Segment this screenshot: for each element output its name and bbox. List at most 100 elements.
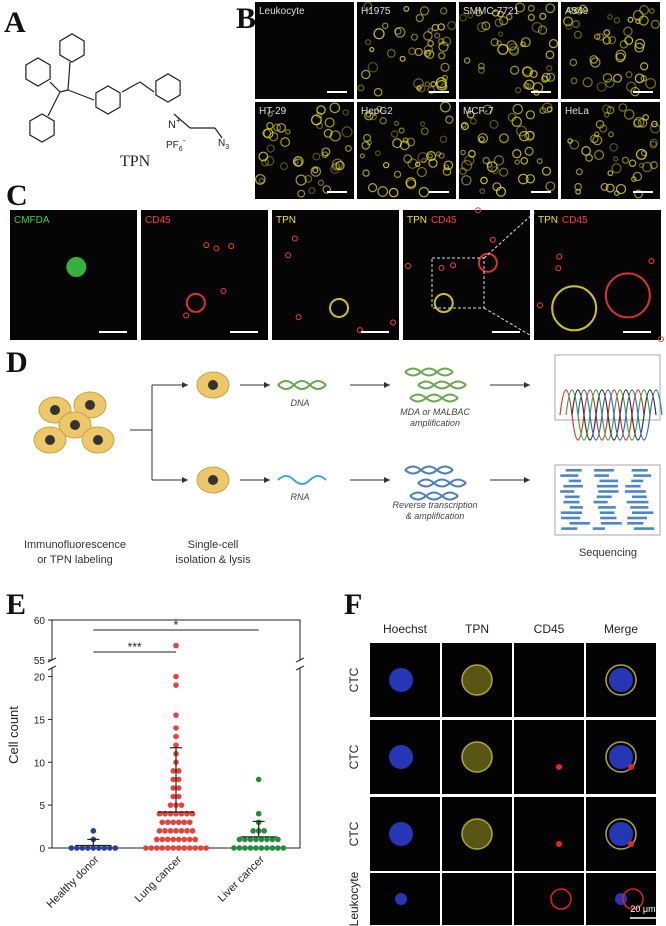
read — [563, 500, 580, 504]
cell — [555, 265, 562, 272]
cell — [329, 102, 341, 114]
cell — [525, 174, 536, 184]
cell — [285, 252, 292, 259]
micrograph — [255, 2, 354, 99]
cell — [572, 20, 580, 28]
cell — [437, 38, 445, 45]
data-point — [153, 836, 160, 843]
cell — [295, 314, 302, 321]
data-point — [264, 845, 270, 851]
read — [596, 484, 618, 488]
cell — [596, 81, 607, 92]
cell — [479, 188, 486, 195]
ring — [25, 57, 51, 87]
strand — [409, 393, 459, 403]
cell — [393, 170, 402, 179]
cell — [524, 79, 535, 90]
cell — [520, 37, 531, 48]
cell — [435, 151, 442, 157]
data-point — [184, 828, 190, 834]
cell — [623, 26, 633, 37]
cell — [603, 112, 610, 118]
cell — [405, 262, 412, 269]
strand — [277, 380, 327, 390]
cell — [608, 36, 617, 45]
caption: Immunofluorescence — [24, 539, 126, 551]
cell — [417, 84, 426, 93]
cell — [323, 128, 333, 138]
tpn-signal — [605, 818, 637, 850]
cell — [569, 139, 580, 150]
tile-label: TPN — [538, 215, 558, 226]
read — [594, 469, 615, 472]
cell — [575, 188, 581, 195]
column-header: Hoechst — [383, 622, 428, 636]
micrograph — [141, 210, 268, 340]
cell — [362, 169, 370, 177]
cell — [611, 163, 622, 174]
data-point — [175, 836, 182, 843]
cell — [575, 6, 584, 15]
cell — [228, 243, 235, 250]
nucleus — [85, 400, 95, 410]
data-point — [167, 802, 174, 808]
trace — [571, 389, 657, 441]
cell — [651, 120, 658, 128]
cell — [441, 36, 452, 47]
data-point — [175, 785, 182, 791]
cell — [379, 117, 387, 125]
counterion-sub: 6 — [179, 146, 183, 153]
rna-label: RNA — [290, 492, 309, 502]
cell — [582, 77, 593, 88]
cell — [463, 57, 471, 64]
data-point — [156, 828, 163, 834]
panel-label: A — [4, 6, 26, 39]
read — [630, 506, 649, 509]
cell — [386, 48, 396, 58]
strand — [417, 478, 467, 488]
data-point — [175, 845, 182, 851]
cell — [618, 103, 628, 112]
strand — [277, 380, 327, 390]
nucleus — [609, 745, 633, 769]
tpn-signal — [461, 664, 493, 696]
data-point — [175, 776, 182, 783]
x-tick-label: Liver cancer — [216, 853, 267, 904]
bond — [47, 91, 61, 117]
read — [598, 490, 619, 493]
cell — [497, 43, 509, 55]
cell — [402, 137, 409, 144]
cell — [482, 104, 493, 115]
y-tick-label: 10 — [34, 758, 46, 769]
data-point — [236, 845, 243, 851]
data-point — [203, 845, 210, 851]
cell — [536, 158, 543, 165]
cell — [416, 85, 422, 91]
cell — [470, 117, 477, 125]
cell — [615, 52, 626, 63]
cell — [625, 71, 633, 79]
read — [564, 495, 580, 499]
cell — [439, 135, 448, 144]
cell — [291, 235, 298, 242]
cell — [477, 252, 498, 273]
cell — [66, 257, 87, 278]
cell — [634, 73, 645, 84]
cell — [649, 140, 658, 149]
cell — [390, 130, 399, 138]
cell — [267, 111, 273, 117]
read — [633, 527, 655, 530]
data-point — [253, 845, 259, 851]
cell — [341, 126, 353, 138]
cell — [628, 159, 637, 167]
tile-label: HepG2 — [361, 106, 393, 117]
arrow-head — [182, 382, 188, 388]
arrow-head — [524, 382, 530, 388]
cell — [638, 15, 649, 26]
cell — [602, 104, 612, 114]
data-point — [85, 845, 91, 851]
read — [596, 495, 612, 499]
read — [593, 500, 608, 504]
read — [631, 511, 654, 514]
cell — [541, 75, 549, 83]
